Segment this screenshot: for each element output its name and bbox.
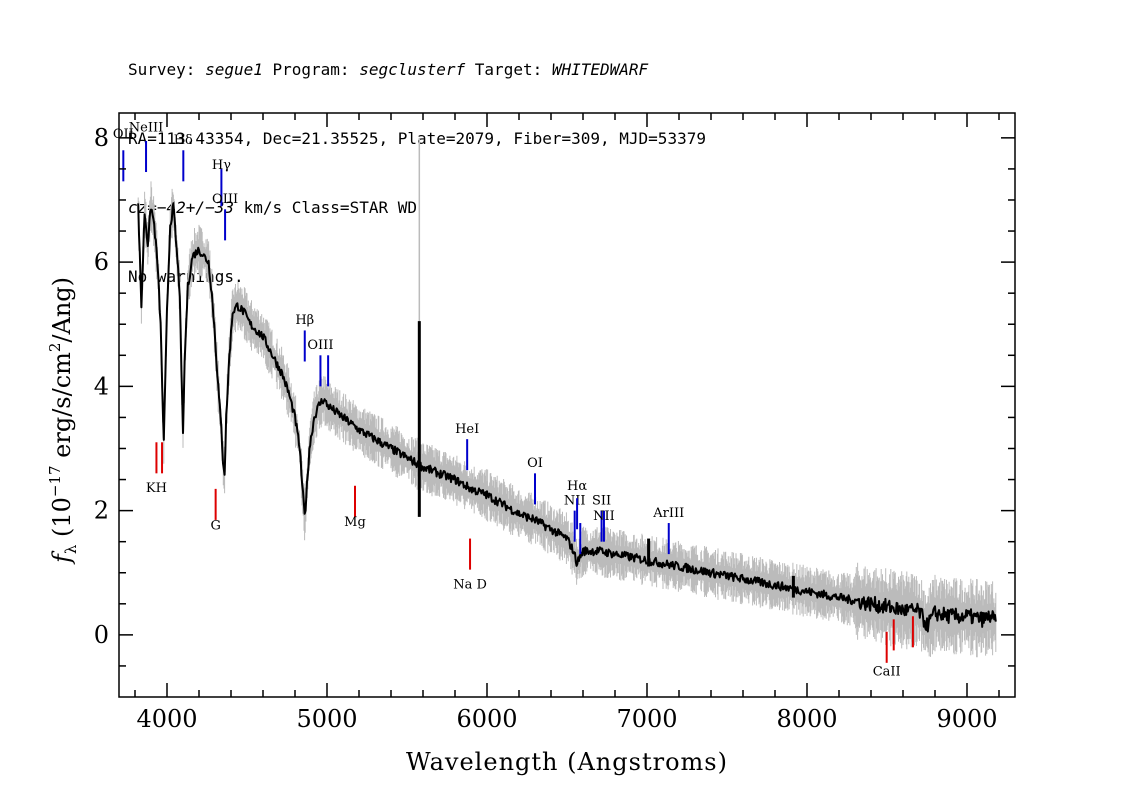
y-tick-label-0: 0 <box>94 621 109 649</box>
flux-line <box>137 202 997 633</box>
x-tick-label-9000: 9000 <box>936 705 997 733</box>
ylabel-sq: 2 <box>46 343 64 353</box>
emission-label-8: HeI <box>455 422 479 437</box>
x-tick-label-5000: 5000 <box>296 705 357 733</box>
absorption-label-5: CaII <box>873 664 901 679</box>
ylabel-open: (10 <box>48 497 76 545</box>
emission-label-9: OI <box>527 456 543 471</box>
emission-label-14: NII <box>593 509 615 524</box>
absorption-label-2: G <box>210 518 220 533</box>
x-axis-label: Wavelength (Angstroms) <box>406 748 728 776</box>
survey-label: Survey: <box>128 60 206 79</box>
absorption-label-3: Mg <box>344 515 366 530</box>
x-tick-label-6000: 6000 <box>456 705 517 733</box>
ylabel-units: erg/s/cm <box>48 352 76 466</box>
emission-label-10: NII <box>564 493 586 508</box>
emission-label-1: NeIII <box>129 121 163 136</box>
emission-label-15: ArIII <box>652 506 684 521</box>
ylabel-close: /Ang) <box>48 277 76 343</box>
emission-label-4: OIII <box>212 192 238 207</box>
survey-value: segue1 <box>205 60 263 79</box>
y-axis-label: fλ (10−17 erg/s/cm2/Ang) <box>46 277 80 565</box>
error-envelope <box>137 137 997 658</box>
emission-label-6: OIII <box>307 338 333 353</box>
y-tick-label-2: 2 <box>94 497 109 525</box>
header-line-survey: Survey: segue1 Program: segclusterf Targ… <box>128 58 706 81</box>
x-tick-label-4000: 4000 <box>136 705 197 733</box>
emission-label-11: Hα <box>567 479 587 494</box>
y-tick-label-8: 8 <box>94 124 109 152</box>
x-tick-label-7000: 7000 <box>616 705 677 733</box>
emission-label-3: Hγ <box>212 158 231 173</box>
flux-series <box>137 202 997 633</box>
target-value: WHITEDWARF <box>551 60 649 79</box>
absorption-label-0: KH <box>146 481 167 496</box>
emission-label-13: SII <box>592 493 611 508</box>
program-value: segclusterf <box>359 60 466 79</box>
emission-label-5: Hβ <box>295 313 314 328</box>
target-label: Target: <box>465 60 552 79</box>
class-value: km/s Class=STAR WD <box>233 198 417 217</box>
emission-label-2: Hδ <box>174 133 193 148</box>
error-noise <box>137 181 997 658</box>
ylabel-exp: −17 <box>46 465 64 497</box>
plot-frame <box>118 112 1016 698</box>
plot-axes: 4000 5000 6000 7000 8000 9000 0 2 4 6 8 <box>94 112 1016 733</box>
header-line-coords: RA=113.43354, Dec=21.35525, Plate=2079, … <box>128 129 706 148</box>
y-tick-label-6: 6 <box>94 248 109 276</box>
ylabel-lambda: λ <box>62 544 80 554</box>
spectrum-header: Survey: segue1 Program: segclusterf Targ… <box>128 12 706 311</box>
x-tick-label-8000: 8000 <box>776 705 837 733</box>
y-tick-label-4: 4 <box>94 372 109 400</box>
absorption-label-4: Na D <box>453 577 487 592</box>
program-label: Program: <box>262 60 360 79</box>
